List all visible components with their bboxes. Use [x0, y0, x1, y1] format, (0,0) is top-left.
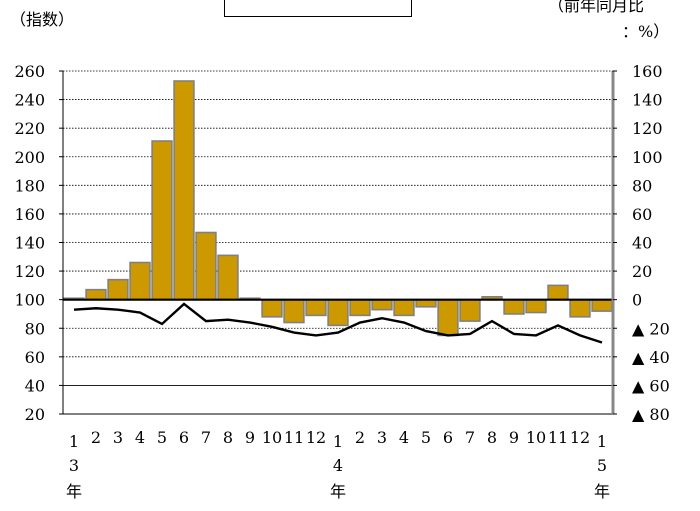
- right-tick-label: ▲ 20: [632, 319, 670, 338]
- line-series: [73, 302, 603, 344]
- right-tick-label: 60: [632, 205, 652, 224]
- x-tick-label: 5: [421, 428, 431, 447]
- x-tick-label: 10: [526, 428, 546, 447]
- right-tick-label: 120: [632, 119, 663, 138]
- bar: [305, 298, 327, 317]
- left-tick-label: 220: [14, 119, 45, 138]
- x-tick-label: 3: [377, 428, 387, 447]
- left-tick-label: 20: [25, 405, 45, 424]
- right-tick-label: 0: [632, 291, 642, 310]
- bar: [591, 298, 613, 312]
- x-tick-label: 9: [509, 428, 519, 447]
- x-tick-label: 2: [355, 428, 365, 447]
- right-tick-label: 160: [632, 62, 663, 81]
- right-tick-label: 100: [632, 148, 663, 167]
- x-tick-label: 8: [487, 428, 497, 447]
- bar: [85, 288, 107, 301]
- bar: [195, 231, 217, 301]
- bar: [173, 80, 195, 301]
- x-tick-label: 8: [223, 428, 233, 447]
- x-tick-label: 9: [245, 428, 255, 447]
- bar: [327, 298, 349, 327]
- legend-box: [224, 0, 412, 17]
- left-tick-label: 140: [14, 234, 45, 253]
- left-tick-label: 180: [14, 176, 45, 195]
- grid-lines: [63, 99, 613, 386]
- x-tick-label: 5: [157, 428, 167, 447]
- x-tick-label: 6: [443, 428, 453, 447]
- left-tick-label: 120: [14, 262, 45, 281]
- bar: [151, 140, 173, 301]
- bar: [393, 298, 415, 317]
- right-axis-unit-line2: ：%）: [622, 22, 670, 41]
- right-tick-label: ▲ 80: [632, 405, 670, 424]
- bar: [261, 298, 283, 318]
- right-tick-label: 80: [632, 176, 652, 195]
- x-tick-label: 12: [306, 428, 326, 447]
- x-tick-label: 10: [262, 428, 282, 447]
- year-suffix-label: 年: [66, 482, 82, 501]
- right-axis-unit-line1: （前年同月比: [548, 0, 645, 15]
- x-tick-label: 4: [135, 428, 145, 447]
- left-tick-label: 80: [25, 319, 45, 338]
- x-tick-label: 11: [548, 428, 568, 447]
- x-tick-label: 3: [113, 428, 123, 447]
- x-tick-label: 4: [399, 428, 409, 447]
- x-tick-label: 7: [201, 428, 211, 447]
- left-axis-unit: （指数）: [10, 10, 75, 29]
- year-number-label: 5: [597, 456, 607, 475]
- right-tick-label: ▲ 40: [632, 348, 670, 367]
- year-suffix-label: 年: [330, 482, 346, 501]
- left-tick-label: 200: [14, 148, 45, 167]
- right-axis-ticks: ▲ 80 ▲ 60 ▲ 40 ▲ 20 0 20 40 60 80 100 140 160 120: [613, 62, 670, 424]
- left-tick-label: 260: [14, 62, 45, 81]
- left-tick-label: 100: [14, 291, 45, 310]
- left-tick-label: 40: [25, 376, 45, 395]
- x-tick-label: 1: [69, 432, 79, 451]
- bar: [503, 298, 525, 315]
- x-tick-label: 11: [284, 428, 304, 447]
- x-tick-label: 12: [570, 428, 590, 447]
- right-tick-label: 40: [632, 234, 652, 253]
- right-tick-label: 20: [632, 262, 652, 281]
- left-tick-label: 160: [14, 205, 45, 224]
- bar: [349, 298, 371, 317]
- bar: [525, 298, 547, 314]
- index-line: [73, 302, 603, 344]
- bar: [283, 298, 305, 324]
- x-tick-label: 2: [91, 428, 101, 447]
- year-number-label: 4: [333, 456, 343, 475]
- left-tick-label: 60: [25, 348, 45, 367]
- x-tick-label: 1: [597, 432, 607, 451]
- right-tick-label: ▲ 60: [632, 376, 670, 395]
- bar: [371, 298, 393, 311]
- bar: [217, 254, 239, 301]
- bar: [569, 298, 591, 318]
- bar: [129, 261, 151, 301]
- year-number-label: 3: [69, 456, 79, 475]
- bar: [547, 284, 569, 301]
- bar: [437, 298, 459, 337]
- left-tick-label: 240: [14, 91, 45, 110]
- x-tick-label: 7: [465, 428, 475, 447]
- x-tick-label: 6: [179, 428, 189, 447]
- bar: [107, 278, 129, 301]
- year-suffix-label: 年: [594, 482, 610, 501]
- bar: [459, 298, 481, 322]
- left-axis-ticks: 20 40 60 80 100 120 140 160 180 200 220 240 260: [14, 62, 63, 424]
- x-tick-label: 1: [333, 432, 343, 451]
- right-tick-label: 140: [632, 91, 663, 110]
- bar-series: [63, 80, 613, 337]
